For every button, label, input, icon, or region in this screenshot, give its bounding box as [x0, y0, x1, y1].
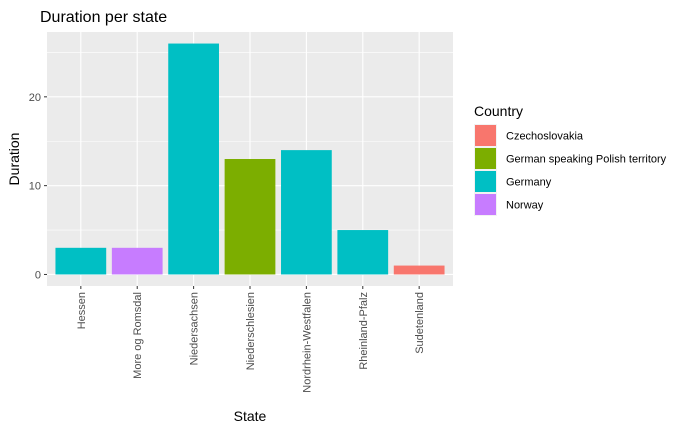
legend-label: Czechoslovakia — [506, 131, 584, 143]
y-tick-label: 10 — [29, 181, 41, 193]
x-tick-label: More og Romsdal — [132, 292, 144, 379]
x-tick-label: Niedersachsen — [189, 292, 201, 365]
x-axis-title: State — [234, 408, 267, 424]
x-tick-label: Hessen — [76, 292, 88, 329]
y-axis-title: Duration — [6, 133, 22, 186]
bar — [111, 247, 163, 275]
x-axis: Hessen More og Romsdal Niedersachsen Nieder… — [76, 286, 426, 393]
chart-title: Duration per state — [40, 9, 167, 26]
y-axis: 0 10 20 — [29, 92, 47, 281]
y-tick-label: 20 — [29, 92, 41, 104]
bar — [281, 150, 332, 275]
bars — [55, 43, 445, 275]
bar — [224, 159, 276, 275]
x-tick-label: Nordrhein-Westfalen — [301, 292, 313, 393]
legend: Country Czechoslovakia German speaking Po… — [474, 103, 667, 216]
bar — [337, 230, 389, 275]
y-tick-label: 0 — [35, 269, 41, 281]
bar — [168, 43, 219, 275]
bar — [55, 247, 107, 275]
legend-title: Country — [474, 103, 523, 119]
legend-label: Germany — [506, 177, 552, 189]
legend-swatch — [475, 171, 496, 192]
legend-label: Norway — [506, 200, 544, 212]
x-tick-label: Niederschlesien — [245, 292, 257, 370]
legend-swatch — [475, 148, 496, 169]
bar — [393, 265, 445, 275]
x-tick-label: Rheinland-Pfalz — [358, 292, 370, 370]
legend-swatch — [475, 194, 496, 215]
x-tick-label: Sudetenland — [414, 292, 426, 354]
legend-label: German speaking Polish territory — [506, 154, 667, 166]
legend-swatch — [475, 125, 496, 146]
